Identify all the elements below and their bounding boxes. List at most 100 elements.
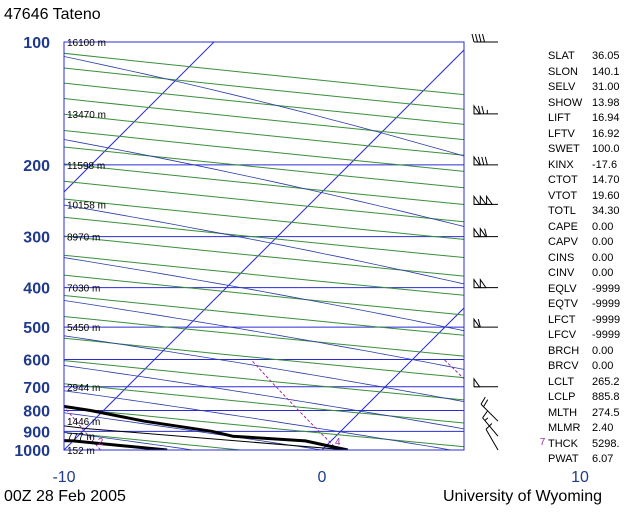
- mixing-ratio-line: [64, 405, 101, 450]
- parcel-path-line: [64, 425, 348, 450]
- pressure-tick-label: 200: [23, 158, 50, 175]
- index-value: 16.94: [592, 112, 620, 124]
- moist-adiabat: [64, 300, 464, 370]
- wind-barb: [473, 155, 498, 166]
- index-row-capv: CAPV 0.00: [548, 235, 628, 251]
- wind-barb: [473, 278, 498, 289]
- moist-adiabat: [64, 412, 323, 450]
- index-row-totl: TOTL 34.30: [548, 204, 628, 220]
- wind-barb: [473, 377, 498, 388]
- index-row-show: SHOW 13.98: [548, 96, 628, 112]
- index-key: PWAT: [548, 453, 579, 465]
- index-value: 0.00: [592, 220, 614, 233]
- wind-barb: [485, 423, 499, 451]
- index-row-thck: THCK 5298.: [548, 437, 628, 453]
- stability-indices-table: SLAT 36.05 SLON 140.1 SELV 31.00 SHOW 13.98 LIFT…: [548, 49, 628, 468]
- index-row-eqtv: EQTV -9999: [548, 297, 628, 313]
- mixing-ratio-label: 7: [540, 437, 546, 448]
- index-value: 0.00: [592, 251, 614, 264]
- height-label: 10158 m: [67, 200, 106, 211]
- pressure-tick-label: 600: [23, 352, 50, 369]
- pressure-tick-label: 400: [23, 281, 50, 298]
- index-key: CAPV: [548, 236, 578, 248]
- index-value: -9999: [592, 282, 621, 295]
- height-label: 777 m: [67, 432, 95, 443]
- temperature-profile-line: [64, 404, 349, 450]
- index-key: VTOT: [548, 189, 578, 202]
- index-value: 0.00: [592, 267, 614, 279]
- index-key: SLAT: [548, 50, 575, 62]
- isotherm-0: [321, 307, 464, 450]
- index-key: EQLV: [548, 282, 577, 295]
- index-key: SHOW: [548, 96, 583, 109]
- index-value: 265.2: [592, 375, 620, 388]
- index-value: -17.6: [592, 158, 618, 171]
- index-value: 0.00: [592, 360, 614, 372]
- index-value: 14.70: [592, 174, 620, 186]
- index-row-pwat: PWAT 6.07: [548, 452, 628, 468]
- index-key: CINV: [548, 267, 575, 279]
- index-value: 6.07: [592, 453, 614, 465]
- dry-adiabat: [64, 180, 464, 223]
- station-title: 47646 Tateno: [4, 6, 101, 23]
- index-key: EQTV: [548, 298, 578, 310]
- index-row-brch: BRCH 0.00: [548, 344, 628, 360]
- dry-adiabat: [64, 198, 464, 240]
- temperature-tick-label: 10: [571, 469, 589, 486]
- observation-time: 00Z 28 Feb 2005: [4, 488, 126, 505]
- index-key: THCK: [548, 437, 578, 450]
- dry-adiabat: [64, 315, 464, 357]
- wind-barb: [482, 410, 499, 437]
- index-row-lift: LIFT 16.94: [548, 111, 628, 127]
- dry-adiabat: [64, 407, 464, 448]
- index-row-lfcv: LFCV -9999: [548, 328, 628, 344]
- index-row-cins: CINS 0.00: [548, 251, 628, 267]
- index-row-cinv: CINV 0.00: [548, 266, 628, 282]
- isotherm--20: [64, 42, 215, 193]
- index-value: 19.60: [592, 189, 620, 202]
- dry-adiabat: [64, 163, 464, 206]
- height-label: 13470 m: [67, 110, 106, 121]
- index-key: CTOT: [548, 174, 578, 186]
- index-row-lclp: LCLP 885.8: [548, 390, 628, 406]
- wind-barb: [473, 227, 498, 238]
- moist-adiabat: [64, 139, 464, 227]
- temperature-tick-label: 0: [318, 469, 327, 486]
- plot-frame: [63, 41, 465, 451]
- index-row-eqlv: EQLV -9999: [548, 282, 628, 298]
- index-value: -9999: [592, 329, 621, 341]
- index-row-lclt: LCLT 265.2: [548, 375, 628, 391]
- index-key: CINS: [548, 251, 575, 264]
- index-key: LCLP: [548, 391, 576, 403]
- index-key: SWET: [548, 143, 580, 155]
- pressure-tick-label: 900: [23, 424, 50, 441]
- index-value: 31.00: [592, 81, 620, 93]
- index-row-swet: SWET 100.0: [548, 142, 628, 158]
- index-value: 100.0: [592, 143, 620, 155]
- index-key: CAPE: [548, 220, 578, 233]
- index-value: 36.05: [592, 50, 620, 62]
- index-row-lfct: LFCT -9999: [548, 313, 628, 329]
- pressure-tick-label: 800: [23, 403, 50, 420]
- index-key: LFCV: [548, 329, 577, 341]
- height-label: 2944 m: [67, 383, 100, 394]
- index-value: -9999: [592, 298, 621, 310]
- index-key: BRCH: [548, 344, 580, 357]
- height-label: 16100 m: [67, 38, 106, 49]
- index-row-brcv: BRCV 0.00: [548, 359, 628, 375]
- index-value: -9999: [592, 313, 621, 326]
- index-row-slat: SLAT 36.05: [548, 49, 628, 65]
- temperature-tick-label: -10: [52, 469, 75, 486]
- wind-barb: [473, 317, 498, 328]
- index-key: LCLT: [548, 375, 575, 388]
- data-source: University of Wyoming: [443, 488, 603, 505]
- index-value: 140.1: [592, 65, 620, 78]
- index-key: SLON: [548, 65, 578, 78]
- index-key: LFTV: [548, 127, 575, 140]
- index-row-kinx: KINX -17.6: [548, 158, 628, 174]
- mixing-ratio-line: [443, 359, 464, 380]
- index-value: 34.30: [592, 205, 620, 217]
- pressure-tick-label: 300: [23, 230, 50, 247]
- wind-barb: [471, 33, 498, 43]
